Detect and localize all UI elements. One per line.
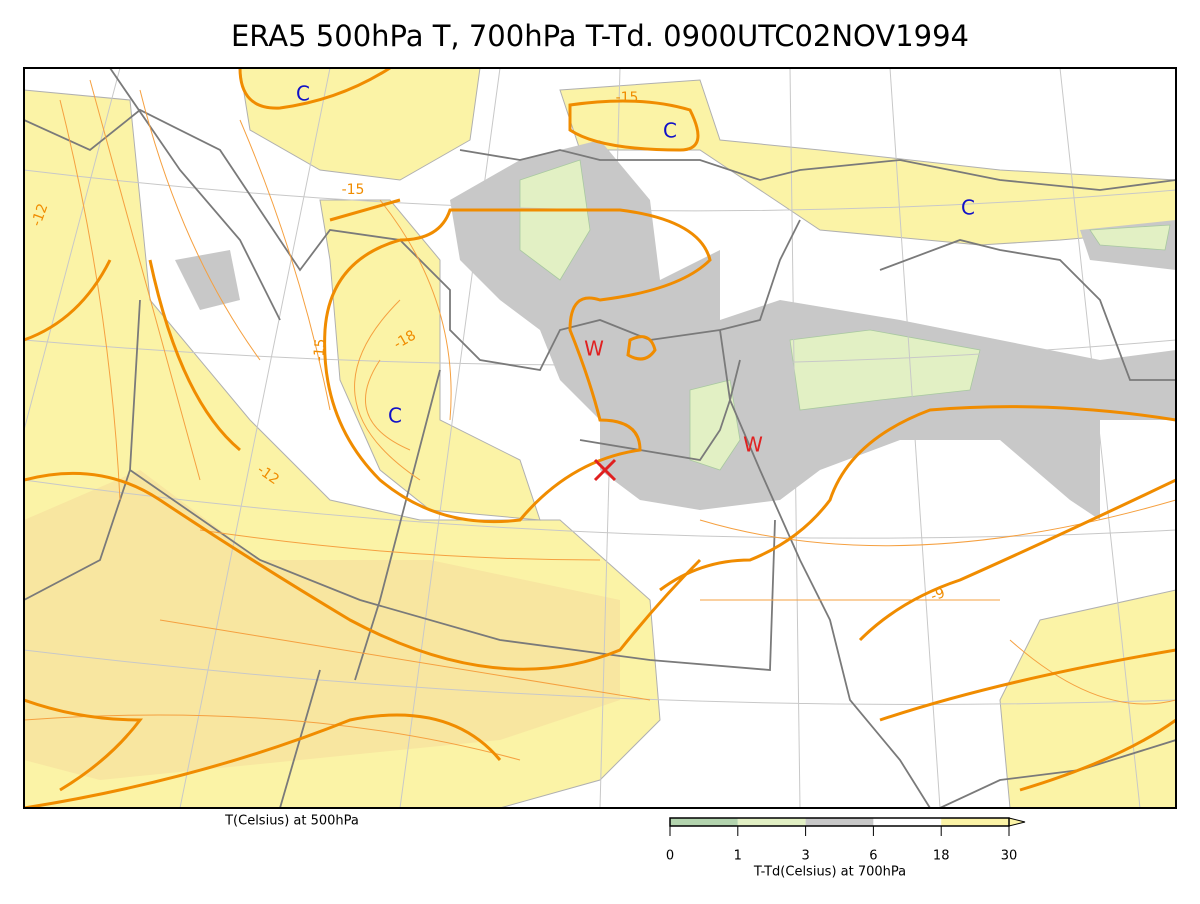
temperature-contour <box>323 198 712 524</box>
contour-label: -12 <box>29 202 52 229</box>
colorbar-segment <box>941 818 1009 826</box>
x-label: T(Celsius) at 500hPa <box>224 814 359 829</box>
colorbar-segment <box>670 818 738 826</box>
dry-area <box>24 470 620 780</box>
warm-center: W <box>584 337 604 361</box>
colorbar: 0 1 3 6 18 30 <box>666 817 1026 864</box>
temperature-contour <box>24 259 1176 808</box>
temperature-contour <box>626 335 657 361</box>
colorbar-tick-label: 30 <box>1001 849 1018 864</box>
map-frame <box>23 67 1177 809</box>
moist-area <box>450 140 1176 520</box>
wet-area <box>519 159 591 281</box>
low-center: C <box>388 404 402 428</box>
contour-label: -15 <box>616 90 639 106</box>
map: C C C C W W -15 -15 -12 -15 -18 -12 -9 <box>24 68 1176 808</box>
colorbar-label: T-Td(Celsius) at 700hPa <box>753 865 906 880</box>
warm-center: W <box>743 433 763 457</box>
moist-area <box>175 250 240 310</box>
colorbar-tick-label: 18 <box>933 849 950 864</box>
temperature-contour <box>568 99 700 152</box>
low-center: C <box>296 82 310 106</box>
dry-area <box>239 68 481 181</box>
colorbar-extension <box>1008 817 1026 827</box>
location-marker <box>593 458 617 482</box>
colorbar-outline <box>669 817 1010 827</box>
contour-label: -15 <box>311 338 329 362</box>
title: ERA5 500hPa T, 700hPa T-Td. 0900UTC02NOV… <box>231 19 969 53</box>
colorbar-segment <box>737 818 806 826</box>
wet-area <box>689 379 741 471</box>
low-center: C <box>961 196 975 220</box>
wet-area <box>1089 224 1171 251</box>
colorbar-tick-label: 3 <box>801 849 809 864</box>
colorbar-segment <box>873 818 942 826</box>
low-center: C <box>663 119 677 143</box>
colorbar-tick-label: 0 <box>666 849 674 864</box>
contour-label: -15 <box>342 182 365 198</box>
colorbar-segment <box>805 818 874 826</box>
colorbar-tick-label: 6 <box>869 849 877 864</box>
temperature-contour <box>24 79 1176 761</box>
temperature-contour <box>238 68 391 110</box>
colorbar-tick-label: 1 <box>734 849 742 864</box>
contour-label: -9 <box>929 585 948 605</box>
wet-area <box>789 329 981 411</box>
